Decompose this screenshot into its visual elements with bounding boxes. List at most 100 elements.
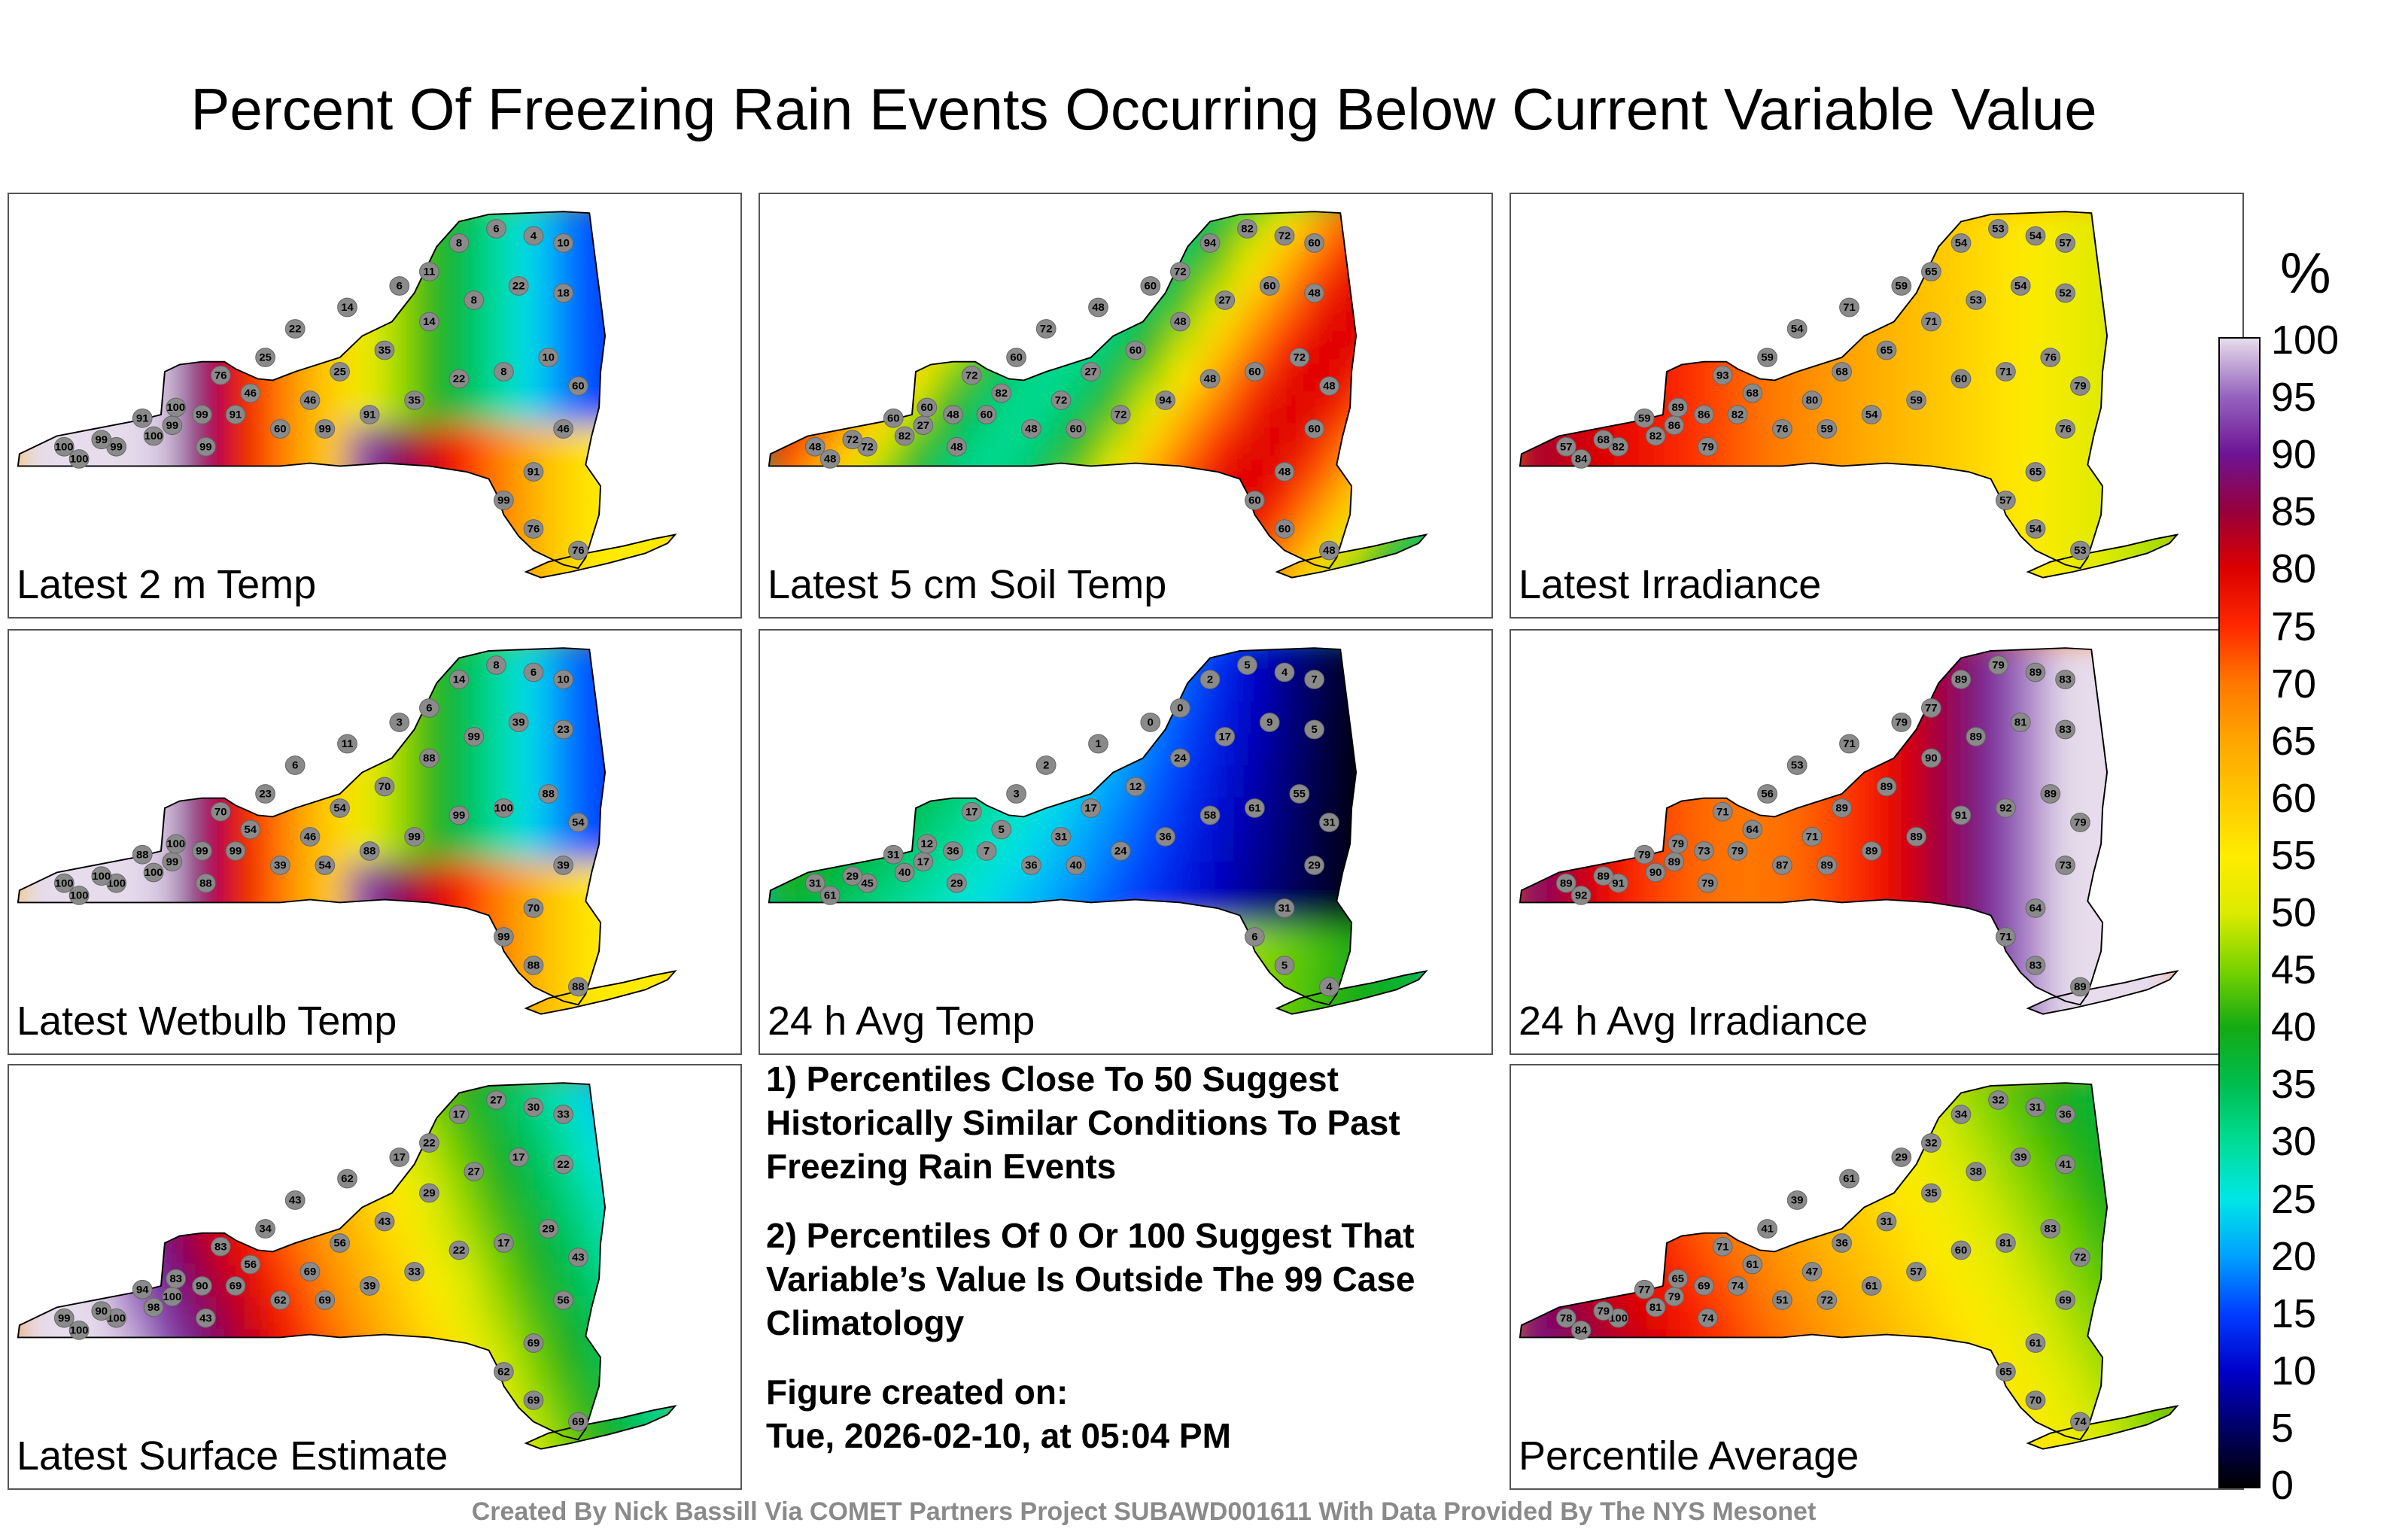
station-value: 22 bbox=[289, 324, 302, 336]
station-value: 22 bbox=[512, 281, 525, 293]
station-value: 40 bbox=[1070, 860, 1083, 872]
station-value: 17 bbox=[1084, 803, 1097, 815]
station-marker: 71 bbox=[1996, 927, 2016, 947]
station-value: 60 bbox=[1248, 495, 1261, 507]
station-marker: 32 bbox=[1988, 1090, 2008, 1110]
station-value: 68 bbox=[1747, 388, 1759, 400]
station-value: 69 bbox=[230, 1281, 242, 1293]
station-value: 46 bbox=[245, 388, 257, 400]
station-marker: 17 bbox=[1081, 798, 1101, 818]
station-marker: 82 bbox=[1237, 219, 1257, 239]
station-marker: 22 bbox=[448, 369, 470, 389]
panel-24h-avg-irradiance: 92 91 90 89 89 79 89 79 79 73 71 79 64 56 53 71 79 77 89 79… bbox=[1510, 629, 2244, 1055]
station-marker: 82 bbox=[1645, 426, 1666, 446]
station-marker: 91 bbox=[1950, 805, 1972, 825]
station-value: 3 bbox=[397, 717, 403, 729]
station-marker: 89 bbox=[1555, 873, 1576, 893]
station-marker: 69 bbox=[299, 1262, 321, 1281]
state-map: 8482826857598679898693826859547159655453… bbox=[1519, 211, 2179, 579]
station-marker: 48 bbox=[1319, 376, 1339, 396]
station-marker: 89 bbox=[1906, 827, 1926, 847]
station-value: 61 bbox=[824, 890, 837, 902]
station-value: 99 bbox=[110, 442, 123, 454]
station-marker: 68 bbox=[1832, 362, 1852, 381]
station-value: 76 bbox=[1776, 424, 1789, 436]
station-marker: 48 bbox=[1088, 297, 1108, 318]
station-value: 99 bbox=[199, 442, 212, 454]
station-value: 27 bbox=[490, 1095, 503, 1107]
station-marker: 48 bbox=[1170, 312, 1190, 332]
station-value: 34 bbox=[1955, 1109, 1968, 1121]
station-marker: 71 bbox=[1801, 827, 1823, 847]
station-value: 12 bbox=[921, 838, 934, 850]
station-value: 89 bbox=[1668, 856, 1681, 868]
station-marker: 77 bbox=[1634, 1279, 1655, 1299]
station-marker: 59 bbox=[1757, 348, 1777, 367]
colorbar-tick-label: 75 bbox=[2271, 603, 2317, 649]
station-marker: 31 bbox=[804, 873, 825, 893]
station-marker: 60 bbox=[1066, 419, 1087, 439]
station-value: 54 bbox=[2014, 281, 2027, 293]
station-marker: 99 bbox=[494, 491, 514, 510]
station-marker: 91 bbox=[523, 462, 544, 482]
station-marker: 69 bbox=[225, 1276, 246, 1296]
created-label: Figure created on: bbox=[766, 1372, 1069, 1412]
station-value: 46 bbox=[304, 395, 317, 407]
station-marker: 5 bbox=[1304, 719, 1324, 740]
station-value: 60 bbox=[887, 413, 900, 425]
station-marker: 54 bbox=[2010, 276, 2031, 296]
station-marker: 22 bbox=[419, 1133, 439, 1153]
station-value: 23 bbox=[259, 789, 272, 801]
station-value: 43 bbox=[289, 1195, 302, 1207]
station-value: 99 bbox=[408, 831, 421, 843]
station-value: 61 bbox=[1843, 1173, 1856, 1185]
station-marker: 70 bbox=[2025, 1391, 2046, 1410]
station-value: 83 bbox=[2059, 724, 2072, 736]
station-marker: 100 bbox=[143, 426, 164, 446]
colorbar-unit: % bbox=[2280, 242, 2331, 305]
station-marker: 14 bbox=[448, 670, 470, 689]
station-marker: 61 bbox=[1839, 1169, 1859, 1189]
station-value: 88 bbox=[199, 878, 212, 890]
panel-label: Percentile Average bbox=[1519, 1433, 1859, 1479]
colorbar-tick-label: 100 bbox=[2271, 318, 2340, 363]
station-marker: 39 bbox=[2010, 1147, 2031, 1167]
panel-label: Latest 2 m Temp bbox=[17, 562, 317, 607]
station-marker: 54 bbox=[1786, 319, 1808, 339]
station-marker: 92 bbox=[1996, 798, 2016, 818]
station-value: 72 bbox=[965, 370, 978, 382]
station-marker: 54 bbox=[2025, 519, 2046, 539]
station-value: 59 bbox=[1910, 395, 1923, 407]
station-value: 79 bbox=[1672, 838, 1685, 850]
station-value: 83 bbox=[2045, 1223, 2057, 1236]
station-marker: 60 bbox=[1950, 369, 1972, 389]
station-value: 82 bbox=[1612, 442, 1625, 454]
station-marker: 9 bbox=[1259, 713, 1280, 732]
station-value: 32 bbox=[1925, 1138, 1938, 1150]
station-marker: 31 bbox=[1274, 898, 1295, 918]
station-value: 79 bbox=[2074, 381, 2087, 393]
station-marker: 39 bbox=[270, 856, 290, 875]
station-value: 33 bbox=[408, 1266, 421, 1278]
station-marker: 89 bbox=[1817, 856, 1838, 875]
station-marker: 94 bbox=[132, 1279, 153, 1299]
station-marker: 3 bbox=[389, 713, 410, 732]
station-value: 65 bbox=[1999, 1366, 2012, 1378]
station-marker: 46 bbox=[553, 419, 573, 439]
station-marker: 5 bbox=[1237, 655, 1257, 675]
station-value: 27 bbox=[917, 420, 930, 432]
station-marker: 55 bbox=[1289, 784, 1310, 804]
station-marker: 69 bbox=[2055, 1290, 2075, 1310]
station-marker: 59 bbox=[1817, 419, 1838, 439]
station-value: 31 bbox=[1880, 1216, 1893, 1228]
station-value: 89 bbox=[2074, 981, 2087, 993]
station-value: 89 bbox=[1955, 674, 1968, 686]
station-marker: 6 bbox=[1245, 927, 1265, 947]
station-value: 71 bbox=[1999, 366, 2012, 378]
station-value: 7 bbox=[1311, 674, 1317, 686]
credit-line: Created By Nick Bassill Via COMET Partne… bbox=[471, 1497, 1817, 1526]
station-marker: 91 bbox=[1608, 873, 1628, 893]
station-marker: 61 bbox=[2025, 1333, 2046, 1353]
station-value: 54 bbox=[245, 824, 257, 836]
station-value: 54 bbox=[1865, 409, 1878, 421]
